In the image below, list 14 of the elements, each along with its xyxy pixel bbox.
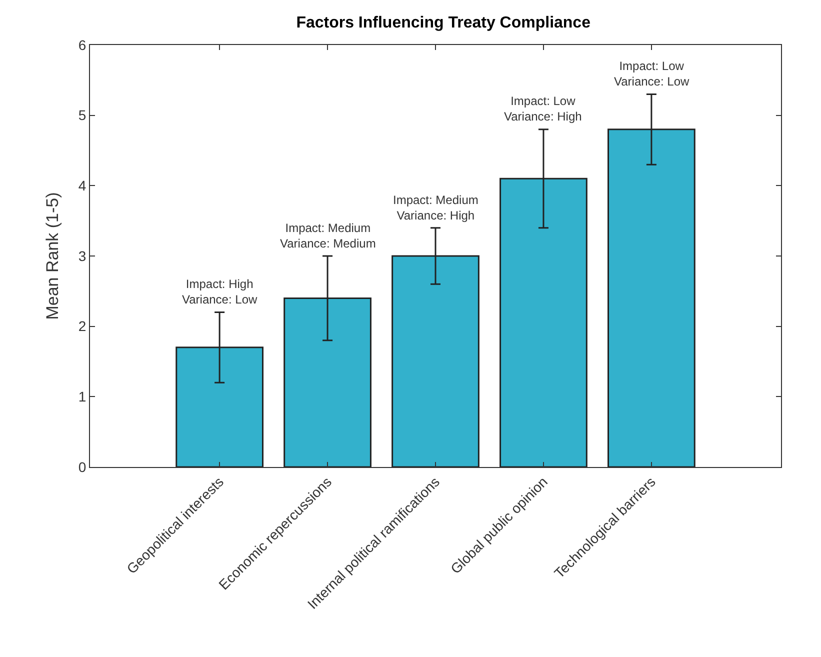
y-tick-label: 0: [78, 458, 86, 475]
y-tick-label: 2: [78, 318, 86, 334]
annotation: Impact: Medium Variance: Medium: [280, 221, 376, 251]
annotation: Impact: Medium Variance: High: [393, 193, 478, 223]
chart-title: Factors Influencing Treaty Compliance: [296, 14, 591, 32]
y-tick-label: 4: [78, 178, 86, 194]
y-tick-label: 5: [78, 107, 86, 124]
y-tick-label: 1: [78, 388, 86, 405]
y-tick-label: 6: [78, 36, 86, 53]
annotation: Impact: High Variance: Low: [182, 277, 258, 307]
y-tick-label: 3: [78, 248, 86, 264]
y-axis-title: Mean Rank (1-5): [42, 192, 62, 320]
annotation: Impact: Low Variance: Low: [614, 59, 690, 89]
annotation: Impact: Low Variance: High: [504, 94, 582, 124]
